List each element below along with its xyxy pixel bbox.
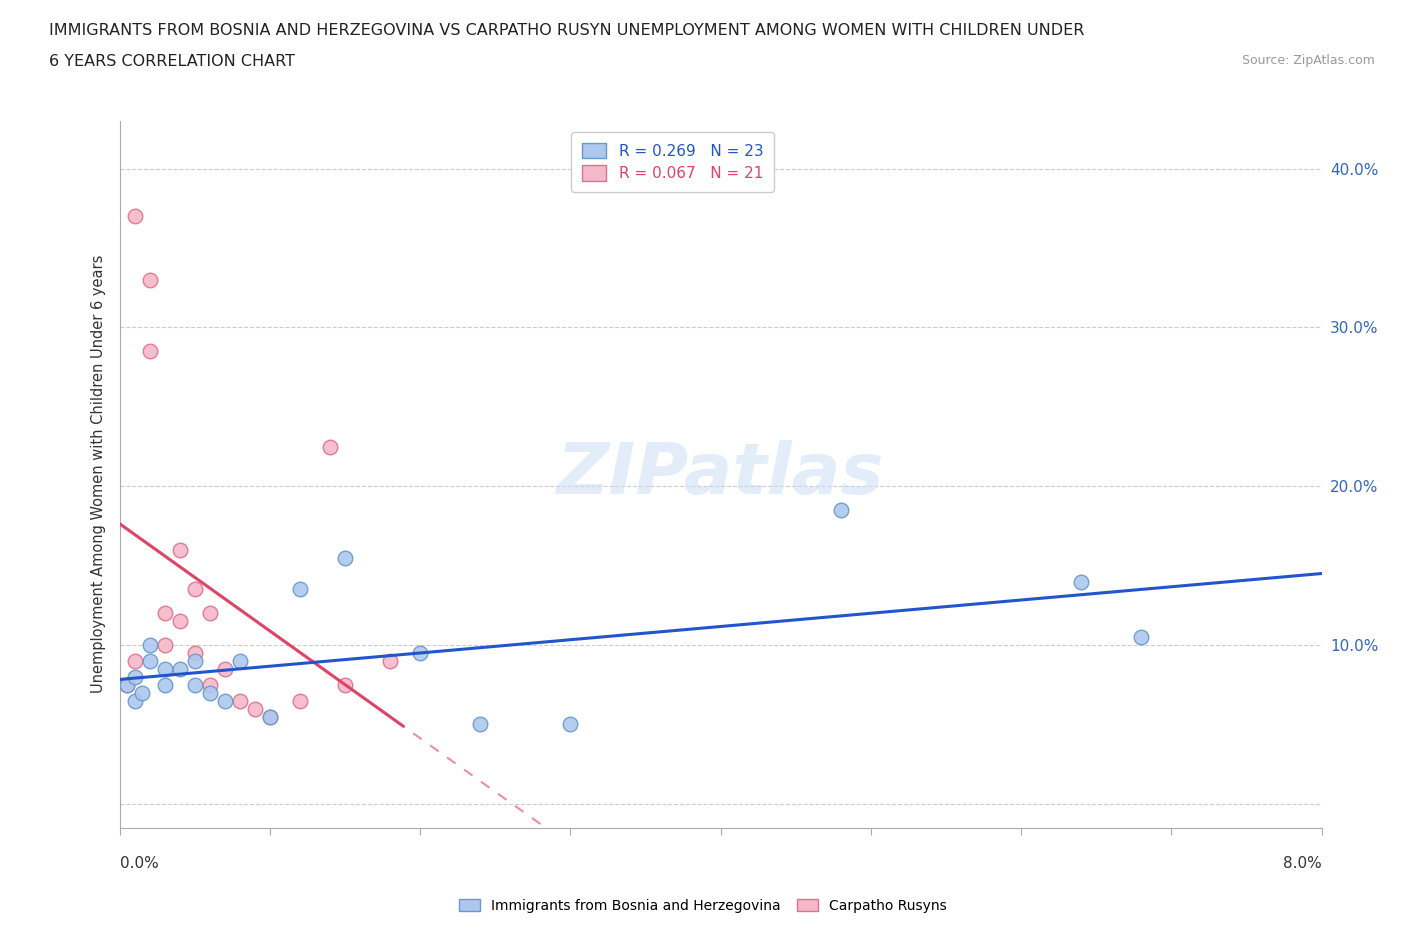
Point xyxy=(138,344,160,359)
Text: ZIPatlas: ZIPatlas xyxy=(557,440,884,509)
Text: Source: ZipAtlas.com: Source: ZipAtlas.com xyxy=(1241,54,1375,67)
Point xyxy=(228,654,252,669)
Point xyxy=(169,614,191,629)
Point xyxy=(1070,574,1092,589)
Point xyxy=(198,677,221,692)
Point xyxy=(124,670,146,684)
Point xyxy=(138,638,160,653)
Point xyxy=(153,661,176,676)
Point xyxy=(259,709,281,724)
Y-axis label: Unemployment Among Women with Children Under 6 years: Unemployment Among Women with Children U… xyxy=(91,255,107,694)
Point xyxy=(153,605,176,620)
Point xyxy=(183,645,205,660)
Point xyxy=(169,661,191,676)
Point xyxy=(138,272,160,287)
Point xyxy=(214,693,236,708)
Point xyxy=(830,502,852,517)
Point xyxy=(131,685,153,700)
Point xyxy=(124,208,146,223)
Point xyxy=(153,677,176,692)
Point xyxy=(124,693,146,708)
Point xyxy=(198,685,221,700)
Point xyxy=(288,693,311,708)
Point xyxy=(183,582,205,597)
Point xyxy=(333,551,356,565)
Point xyxy=(124,654,146,669)
Point xyxy=(560,717,582,732)
Point xyxy=(183,677,205,692)
Point xyxy=(378,654,401,669)
Point xyxy=(138,654,160,669)
Point xyxy=(259,709,281,724)
Point xyxy=(319,439,342,454)
Point xyxy=(1130,630,1153,644)
Text: 8.0%: 8.0% xyxy=(1282,856,1322,871)
Point xyxy=(333,677,356,692)
Text: 6 YEARS CORRELATION CHART: 6 YEARS CORRELATION CHART xyxy=(49,54,295,69)
Point xyxy=(288,582,311,597)
Text: 0.0%: 0.0% xyxy=(120,856,159,871)
Point xyxy=(214,661,236,676)
Point xyxy=(115,677,138,692)
Point xyxy=(153,638,176,653)
Text: IMMIGRANTS FROM BOSNIA AND HERZEGOVINA VS CARPATHO RUSYN UNEMPLOYMENT AMONG WOME: IMMIGRANTS FROM BOSNIA AND HERZEGOVINA V… xyxy=(49,23,1084,38)
Point xyxy=(228,693,252,708)
Point xyxy=(409,645,432,660)
Point xyxy=(183,654,205,669)
Point xyxy=(169,542,191,557)
Point xyxy=(243,701,266,716)
Point xyxy=(198,605,221,620)
Point xyxy=(115,677,138,692)
Legend: R = 0.269   N = 23, R = 0.067   N = 21: R = 0.269 N = 23, R = 0.067 N = 21 xyxy=(571,132,773,192)
Legend: Immigrants from Bosnia and Herzegovina, Carpatho Rusyns: Immigrants from Bosnia and Herzegovina, … xyxy=(454,894,952,919)
Point xyxy=(468,717,492,732)
